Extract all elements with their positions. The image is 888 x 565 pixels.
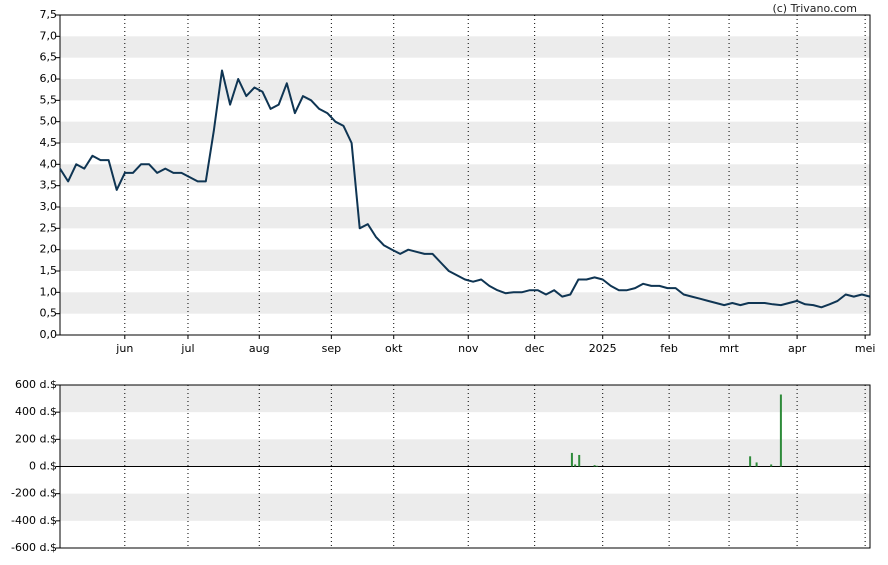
grid-band — [60, 207, 870, 229]
y-tick-label: 2,0 — [40, 243, 58, 256]
x-tick-label: feb — [660, 342, 678, 355]
x-tick-label: jul — [180, 342, 194, 355]
y-tick-label: 5,5 — [40, 93, 58, 106]
grid-band — [60, 385, 870, 413]
y-tick-label: 6,5 — [40, 51, 58, 64]
x-tick-label: mei — [855, 342, 876, 355]
volume-bar — [755, 462, 758, 467]
x-tick-label: jun — [115, 342, 133, 355]
y-tick-label: 7,5 — [40, 8, 58, 21]
x-tick-label: 2025 — [589, 342, 617, 355]
y-tick-label: 5,0 — [40, 115, 58, 128]
x-tick-label: okt — [385, 342, 403, 355]
y-tick-label: 7,0 — [40, 29, 58, 42]
y-tick-label: -400 d.$ — [11, 514, 57, 527]
y-tick-label: 200 d.$ — [15, 432, 57, 445]
y-tick-label: 0 d.$ — [29, 460, 57, 473]
grid-band — [60, 292, 870, 314]
plot-frame — [59, 14, 871, 336]
x-tick-label: dec — [525, 342, 545, 355]
grid-band — [60, 121, 870, 143]
x-tick-label: aug — [249, 342, 270, 355]
y-tick-label: 3,5 — [40, 179, 58, 192]
y-tick-label: 400 d.$ — [15, 405, 57, 418]
y-tick-label: 3,0 — [40, 200, 58, 213]
grid-band — [60, 249, 870, 271]
x-tick-label: apr — [788, 342, 807, 355]
volume-bar — [770, 464, 773, 467]
y-tick-label: 600 d.$ — [15, 378, 57, 391]
grid-band — [60, 79, 870, 101]
y-tick-label: 2,5 — [40, 221, 58, 234]
grid-band — [60, 493, 870, 521]
y-tick-label: 6,0 — [40, 72, 58, 85]
x-tick-label: nov — [458, 342, 479, 355]
volume-bar — [570, 452, 573, 467]
volume-bar — [578, 454, 581, 467]
y-tick-label: 0,0 — [40, 328, 58, 341]
y-tick-label: -600 d.$ — [11, 541, 57, 554]
volume-bar — [779, 394, 782, 467]
price-line — [59, 69, 871, 309]
x-tick-label: mrt — [719, 342, 739, 355]
y-tick-label: 4,5 — [40, 136, 58, 149]
grid-band — [60, 164, 870, 186]
y-tick-label: 1,0 — [40, 285, 58, 298]
grid-band — [60, 439, 870, 467]
x-tick-label: sep — [322, 342, 341, 355]
volume-bar — [749, 456, 752, 467]
volume-bar — [574, 464, 577, 467]
volume-bar — [596, 465, 599, 467]
y-tick-label: 1,5 — [40, 264, 58, 277]
volume-bar — [593, 465, 596, 467]
y-tick-label: -200 d.$ — [11, 487, 57, 500]
grid-band — [60, 36, 870, 58]
credit: (c) Trivano.com — [772, 2, 857, 15]
y-tick-label: 4,0 — [40, 157, 58, 170]
y-tick-label: 0,5 — [40, 307, 58, 320]
